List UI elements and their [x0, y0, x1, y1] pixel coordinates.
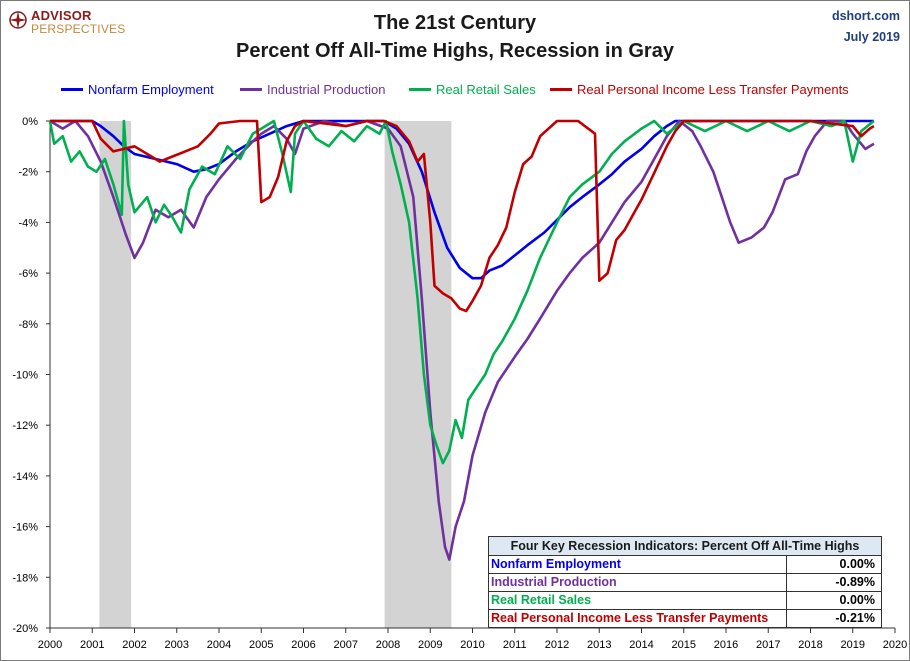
- x-tick-label: 2014: [629, 639, 653, 651]
- y-tick-label: 0%: [22, 116, 38, 128]
- series-line-employment: [50, 119, 874, 280]
- legend-label-income: Real Personal Income Less Transfer Payme…: [577, 82, 849, 97]
- chart-legend: Nonfarm Employment Industrial Production…: [0, 82, 910, 100]
- x-tick-label: 2001: [80, 639, 104, 651]
- indicator-summary-table: Four Key Recession Indicators: Percent O…: [488, 536, 882, 628]
- legend-swatch-industrial: [240, 88, 262, 91]
- recession-band: [384, 121, 452, 628]
- x-tick-label: 2005: [249, 639, 273, 651]
- y-tick-label: -8%: [18, 319, 38, 331]
- y-tick-label: -18%: [12, 572, 38, 584]
- advisor-perspectives-logo: ADVISOR PERSPECTIVES: [6, 6, 136, 38]
- x-tick-label: 2007: [334, 639, 358, 651]
- x-tick-label: 2012: [545, 639, 569, 651]
- indicator-label-income: Real Personal Income Less Transfer Payme…: [489, 610, 787, 627]
- legend-item-retail: Real Retail Sales: [409, 82, 536, 97]
- x-tick-label: 2015: [672, 639, 696, 651]
- x-tick-label: 2009: [418, 639, 442, 651]
- logo-text-advisor: ADVISOR: [31, 8, 92, 23]
- indicator-value-income: -0.21%: [835, 611, 875, 625]
- source-date: July 2019: [843, 30, 900, 44]
- source-site: dshort.com: [831, 9, 900, 23]
- indicator-table-title: Four Key Recession Indicators: Percent O…: [489, 537, 881, 556]
- x-tick-label: 2010: [460, 639, 484, 651]
- x-tick-label: 2004: [207, 639, 231, 651]
- x-tick-label: 2018: [798, 639, 822, 651]
- compass-icon: [9, 11, 27, 29]
- x-tick-label: 2017: [756, 639, 780, 651]
- x-tick-label: 2006: [291, 639, 315, 651]
- legend-item-income: Real Personal Income Less Transfer Payme…: [550, 82, 849, 97]
- legend-item-employment: Nonfarm Employment: [61, 82, 214, 97]
- x-tick-label: 2013: [587, 639, 611, 651]
- legend-swatch-employment: [61, 88, 83, 91]
- y-tick-label: -12%: [12, 420, 38, 432]
- indicator-label-retail: Real Retail Sales: [489, 592, 787, 609]
- x-tick-label: 2000: [38, 639, 62, 651]
- y-tick-label: -20%: [12, 623, 38, 635]
- legend-swatch-income: [550, 88, 572, 91]
- series-line-retail: [48, 119, 875, 465]
- chart-title-line1: The 21st Century: [373, 12, 537, 34]
- indicator-label-employment: Nonfarm Employment: [489, 556, 787, 573]
- y-tick-label: -10%: [12, 370, 38, 382]
- x-tick-label: 2002: [122, 639, 146, 651]
- x-tick-label: 2003: [165, 639, 189, 651]
- source-block: dshort.com July 2019: [832, 6, 900, 48]
- indicator-value-industrial: -0.89%: [835, 575, 875, 589]
- y-tick-label: -16%: [12, 522, 38, 534]
- legend-label-industrial: Industrial Production: [267, 82, 386, 97]
- chart-title-line2: Percent Off All-Time Highs, Recession in…: [236, 40, 674, 62]
- recession-band: [99, 121, 132, 628]
- indicator-value-retail: 0.00%: [839, 593, 875, 607]
- x-tick-label: 2011: [503, 639, 527, 651]
- y-tick-label: -2%: [18, 167, 38, 179]
- x-tick-label: 2008: [376, 639, 400, 651]
- indicator-value-employment: 0.00%: [839, 557, 875, 571]
- legend-label-employment: Nonfarm Employment: [88, 82, 214, 97]
- x-tick-label: 2020: [883, 639, 907, 651]
- indicator-row: Real Retail Sales 0.00%: [489, 592, 881, 610]
- legend-item-industrial: Industrial Production: [240, 82, 386, 97]
- x-tick-label: 2016: [714, 639, 738, 651]
- legend-label-retail: Real Retail Sales: [436, 82, 536, 97]
- y-tick-label: -4%: [18, 217, 38, 229]
- indicator-row: Industrial Production -0.89%: [489, 574, 881, 592]
- series-line-income: [50, 119, 875, 313]
- indicator-row: Nonfarm Employment 0.00%: [489, 556, 881, 574]
- legend-swatch-retail: [409, 88, 431, 91]
- indicator-label-industrial: Industrial Production: [489, 574, 787, 591]
- indicator-row: Real Personal Income Less Transfer Payme…: [489, 610, 881, 627]
- y-tick-label: -14%: [12, 471, 38, 483]
- x-tick-label: 2019: [841, 639, 865, 651]
- logo-text-perspectives: PERSPECTIVES: [31, 22, 126, 36]
- y-tick-label: -6%: [18, 268, 38, 280]
